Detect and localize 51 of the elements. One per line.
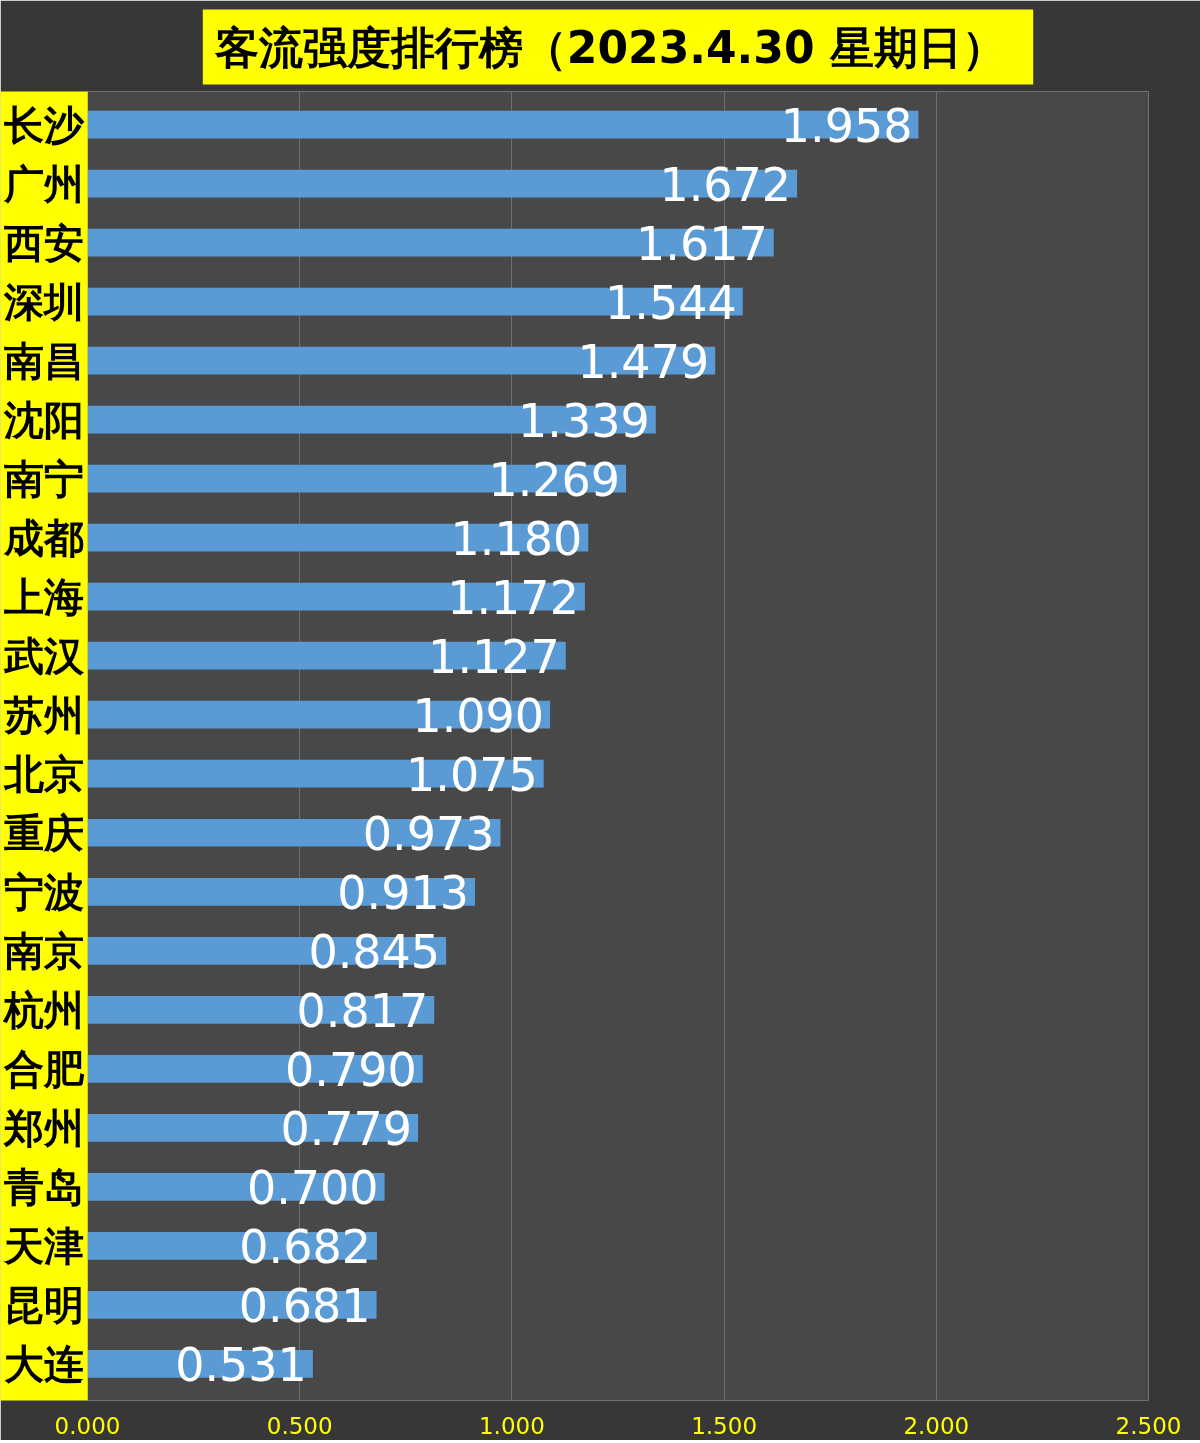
data-label: 0.779 xyxy=(280,1101,413,1156)
y-tick-label: 南宁 xyxy=(3,455,84,502)
y-tick-label: 大连 xyxy=(3,1340,84,1387)
y-tick-label: 武汉 xyxy=(2,632,85,679)
data-label: 1.075 xyxy=(406,747,538,802)
data-label: 1.127 xyxy=(428,629,560,684)
data-label: 0.700 xyxy=(246,1160,379,1215)
y-tick-label: 天津 xyxy=(2,1222,84,1269)
data-label: 0.817 xyxy=(296,983,429,1038)
data-label: 0.681 xyxy=(238,1278,371,1333)
y-tick-label: 郑州 xyxy=(2,1104,84,1151)
data-label: 1.672 xyxy=(659,157,792,212)
y-tick-label: 南昌 xyxy=(3,337,84,384)
y-tick-label: 昆明 xyxy=(3,1281,84,1328)
x-tick-label: 2.000 xyxy=(903,1412,970,1439)
data-label: 1.090 xyxy=(412,688,545,743)
x-tick-label: 1.000 xyxy=(478,1412,545,1439)
y-tick-label: 南京 xyxy=(3,927,84,974)
data-label: 1.269 xyxy=(488,452,621,507)
y-tick-label: 北京 xyxy=(2,750,84,797)
x-tick-label: 0.000 xyxy=(54,1412,121,1439)
data-label: 0.682 xyxy=(239,1219,371,1274)
data-label: 0.531 xyxy=(175,1337,307,1392)
data-label: 1.958 xyxy=(780,98,913,153)
y-tick-label: 西安 xyxy=(2,219,84,266)
data-label: 0.845 xyxy=(308,924,441,979)
y-tick-label: 宁波 xyxy=(3,868,84,915)
data-label: 0.973 xyxy=(362,806,495,861)
data-label: 1.172 xyxy=(447,570,579,625)
y-tick-label: 长沙 xyxy=(2,101,85,148)
y-tick-label: 成都 xyxy=(2,514,84,561)
y-tick-label: 合肥 xyxy=(2,1045,85,1092)
x-tick-label: 1.500 xyxy=(691,1412,758,1439)
data-label: 1.544 xyxy=(605,275,737,330)
y-tick-label: 重庆 xyxy=(3,809,84,856)
data-label: 1.339 xyxy=(518,393,650,448)
y-tick-label: 上海 xyxy=(3,573,84,620)
y-tick-label: 沈阳 xyxy=(2,396,84,443)
data-label: 1.617 xyxy=(636,216,768,271)
y-tick-label: 广州 xyxy=(2,160,84,207)
x-tick-label: 2.500 xyxy=(1115,1412,1182,1439)
data-label: 0.790 xyxy=(285,1042,417,1097)
data-label: 0.913 xyxy=(337,865,469,920)
chart-title: 客流强度排行榜（2023.4.30 星期日） xyxy=(213,21,1006,73)
data-label: 1.479 xyxy=(577,334,710,389)
y-tick-label: 杭州 xyxy=(1,986,84,1033)
y-tick-label: 青岛 xyxy=(2,1163,84,1210)
y-tick-label: 深圳 xyxy=(2,278,84,325)
data-label: 1.180 xyxy=(450,511,583,566)
y-tick-label: 苏州 xyxy=(2,691,84,738)
x-tick-label: 0.500 xyxy=(266,1412,333,1439)
